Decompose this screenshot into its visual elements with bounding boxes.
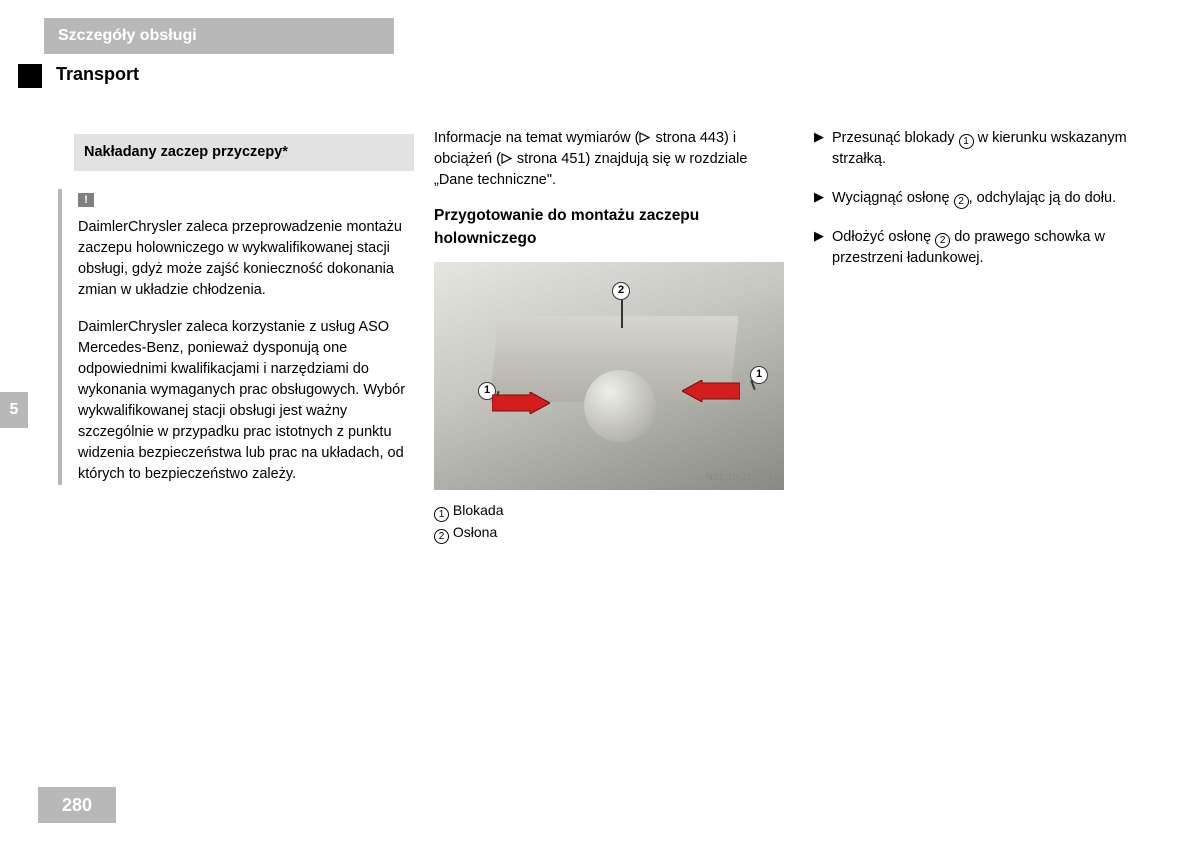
figure-ball-mount	[584, 370, 656, 442]
note-paragraph-1: DaimlerChrysler zaleca przeprowadzenie m…	[78, 217, 414, 301]
arrow-left-icon	[492, 392, 550, 414]
callout-1-right: 1	[750, 366, 768, 384]
subsection-title: Nakładany zaczep przyczepy*	[74, 134, 414, 171]
page-ref-2: strona 451	[513, 151, 586, 167]
step-3: ▶ Odłożyć osłonę 2 do prawego schowka w …	[814, 227, 1160, 269]
figure-legend: 1 Blokada 2 Osłona	[434, 500, 784, 544]
step-bullet-icon: ▶	[814, 188, 832, 209]
section-marker	[18, 64, 42, 88]
page-number: 280	[38, 787, 116, 823]
page-ref-icon	[501, 153, 513, 164]
legend-num-1: 1	[434, 507, 449, 522]
step-2-text: Wyciągnąć osłonę 2, odchylając ją do doł…	[832, 188, 1160, 209]
step1-a: Przesunąć blokady	[832, 130, 959, 146]
legend-num-2: 2	[434, 529, 449, 544]
step-1: ▶ Przesunąć blokady 1 w kierunku wskazan…	[814, 128, 1160, 170]
step-1-text: Przesunąć blokady 1 w kierunku wskazanym…	[832, 128, 1160, 170]
legend-item-2: 2 Osłona	[434, 522, 784, 544]
legend-text-2: Osłona	[449, 524, 497, 540]
ref-num-1: 1	[959, 134, 974, 149]
page-ref-1: strona 443	[651, 130, 724, 146]
figure-code: N31.10-2107-31	[706, 471, 778, 486]
step-2: ▶ Wyciągnąć osłonę 2, odchylając ją do d…	[814, 188, 1160, 209]
callout-line	[621, 300, 623, 328]
legend-text-1: Blokada	[449, 502, 503, 518]
chapter-header: Szczegóły obsługi	[44, 18, 394, 54]
figure-tow-hitch: 2 1 1 N31.10-2107-31	[434, 262, 784, 490]
step2-a: Wyciągnąć osłonę	[832, 190, 954, 206]
column-1: Nakładany zaczep przyczepy* ! DaimlerChr…	[74, 134, 414, 501]
ref-num-2b: 2	[935, 233, 950, 248]
step-bullet-icon: ▶	[814, 128, 832, 170]
step2-b: , odchylając ją do dołu.	[969, 190, 1117, 206]
step-3-text: Odłożyć osłonę 2 do prawego schowka w pr…	[832, 227, 1160, 269]
step-bullet-icon: ▶	[814, 227, 832, 269]
intro-text-a: Informacje na temat wymiarów (	[434, 130, 639, 146]
column-2: Informacje na temat wymiarów ( strona 44…	[434, 128, 784, 544]
step3-a: Odłożyć osłonę	[832, 229, 935, 245]
note-icon: !	[78, 193, 94, 207]
callout-2: 2	[612, 282, 630, 300]
intro-paragraph: Informacje na temat wymiarów ( strona 44…	[434, 128, 784, 191]
procedure-heading: Przygotowanie do montażu zaczepu holowni…	[434, 205, 784, 250]
page-ref-icon	[639, 132, 651, 143]
note-paragraph-2: DaimlerChrysler zaleca korzystanie z usł…	[78, 317, 414, 485]
chapter-tab: 5	[0, 392, 28, 428]
column-3: ▶ Przesunąć blokady 1 w kierunku wskazan…	[814, 128, 1160, 287]
ref-num-2: 2	[954, 194, 969, 209]
section-title: Transport	[56, 64, 139, 85]
arrow-right-icon	[682, 380, 740, 402]
chapter-label: Szczegóły obsługi	[58, 27, 197, 45]
legend-item-1: 1 Blokada	[434, 500, 784, 522]
note-block: ! DaimlerChrysler zaleca przeprowadzenie…	[58, 189, 414, 485]
